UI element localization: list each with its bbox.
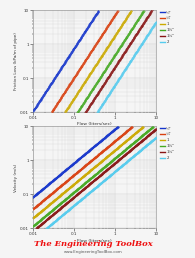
Y-axis label: Friction Loss (kPa/m of pipe): Friction Loss (kPa/m of pipe): [14, 32, 18, 90]
Y-axis label: Velocity (m/s): Velocity (m/s): [14, 163, 18, 191]
Text: The Engineering ToolBox: The Engineering ToolBox: [34, 240, 153, 248]
Text: www.EngineeringToolBox.com: www.EngineeringToolBox.com: [64, 250, 123, 254]
Legend: ½", ¾", 1, 1¼", 1¾", 2: ½", ¾", 1, 1¼", 1¾", 2: [160, 126, 174, 160]
Legend: ½", ¾", 1, 1¼", 1¾", 2: ½", ¾", 1, 1¼", 1¾", 2: [160, 10, 174, 44]
X-axis label: Flow (liters/sec): Flow (liters/sec): [77, 239, 112, 243]
X-axis label: Flow (liters/sec): Flow (liters/sec): [77, 123, 112, 126]
